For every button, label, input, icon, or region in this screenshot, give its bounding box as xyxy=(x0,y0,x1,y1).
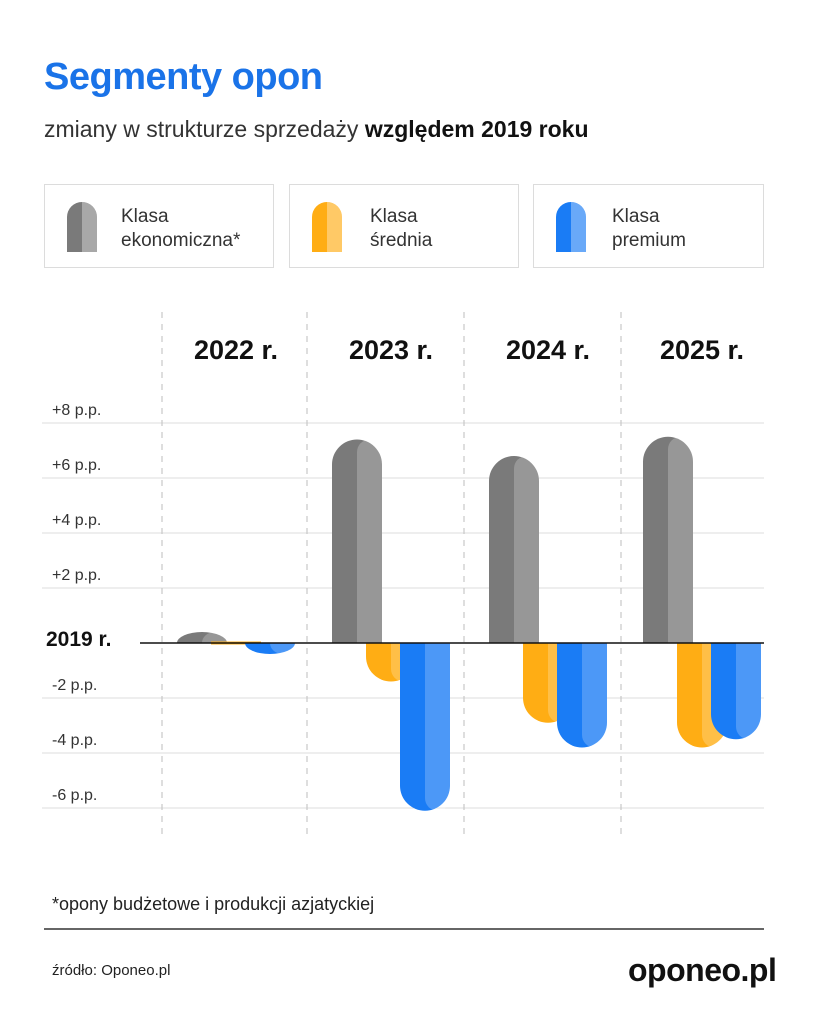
legend-label-line1: Klasa xyxy=(612,206,660,227)
legend-label-line2: premium xyxy=(612,230,686,251)
subtitle-bold: względem 2019 roku xyxy=(364,116,589,142)
page-subtitle: zmiany w strukturze sprzedaży względem 2… xyxy=(44,116,589,143)
page-title: Segmenty opon xyxy=(44,56,323,98)
bar xyxy=(245,643,295,654)
bar xyxy=(489,456,539,643)
legend-label: Klasa średnia xyxy=(370,205,432,253)
rounded-bar-icon xyxy=(312,202,342,252)
legend-label-line1: Klasa xyxy=(370,206,418,227)
bar xyxy=(711,643,761,740)
y-tick-label: -4 p.p. xyxy=(52,732,97,749)
bar-highlight xyxy=(202,632,227,643)
bar-highlight xyxy=(270,643,295,654)
y-tick-label: -6 p.p. xyxy=(52,787,97,804)
y-tick-label: -2 p.p. xyxy=(52,677,97,694)
legend-label-line2: średnia xyxy=(370,230,433,251)
bar-highlight xyxy=(582,643,607,748)
legend-label: Klasa premium xyxy=(612,205,686,253)
bar-highlight xyxy=(514,456,539,643)
legend-item-ekonomiczna: Klasa ekonomiczna* xyxy=(44,184,274,268)
legend-label-line2: ekonomiczna* xyxy=(121,230,241,251)
bar xyxy=(177,632,227,643)
bar xyxy=(332,439,382,643)
bar xyxy=(643,436,693,643)
subtitle-plain: zmiany w strukturze sprzedaży xyxy=(44,116,365,142)
legend-item-premium: Klasa premium xyxy=(533,184,764,268)
source-note: źródło: Oponeo.pl xyxy=(52,962,171,979)
category-label: 2025 r. xyxy=(660,335,744,365)
brand-logo: oponeo.pl xyxy=(628,952,777,988)
legend-label: Klasa ekonomiczna* xyxy=(121,205,240,253)
bar-highlight xyxy=(736,643,761,740)
y-tick-label: +8 p.p. xyxy=(52,402,101,419)
bar-highlight xyxy=(357,439,382,643)
y-tick-label: +4 p.p. xyxy=(52,512,101,529)
y-tick-label: +6 p.p. xyxy=(52,457,101,474)
bar-highlight xyxy=(668,436,693,643)
bar-highlight xyxy=(425,643,450,811)
bar-chart: +8 p.p. +6 p.p. +4 p.p. +2 p.p. 2019 r. -2 p.… xyxy=(42,312,764,838)
rounded-bar-icon xyxy=(67,202,97,252)
y-baseline-label: 2019 r. xyxy=(46,628,111,651)
divider xyxy=(44,928,764,930)
legend-label-line1: Klasa xyxy=(121,206,169,227)
bar xyxy=(400,643,450,811)
category-label: 2024 r. xyxy=(506,335,590,365)
category-label: 2022 r. xyxy=(194,335,278,365)
legend-item-srednia: Klasa średnia xyxy=(289,184,519,268)
bar xyxy=(557,643,607,748)
footnote: *opony budżetowe i produkcji azjatyckiej xyxy=(52,894,375,914)
y-tick-label: +2 p.p. xyxy=(52,567,101,584)
category-label: 2023 r. xyxy=(349,335,433,365)
rounded-bar-icon xyxy=(556,202,586,252)
